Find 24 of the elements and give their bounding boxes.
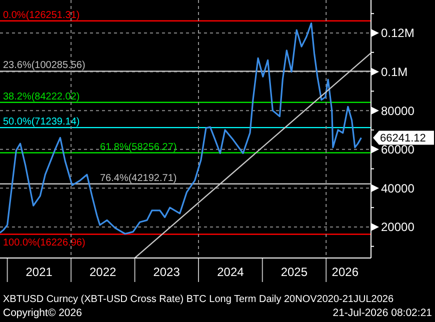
y-tick-label: 20000: [381, 220, 415, 234]
x-tick-label: 2024: [217, 265, 244, 279]
line-series: [0, 22, 362, 235]
ref-line-label: 76.4%(42192.71): [100, 172, 177, 184]
ref-line-label: 61.8%(58256.27): [100, 142, 177, 153]
ref-line-label: 100.0%(16226.96): [3, 237, 86, 248]
y-tick-label: 0.12M: [381, 26, 414, 40]
text: 66241.12: [380, 132, 426, 145]
ref-line-label: 0.0%(126251.31): [3, 10, 80, 21]
x-tick-label: 2023: [153, 265, 180, 279]
x-tick-label: 2022: [89, 265, 116, 279]
y-tick-label: 0.1M: [381, 64, 408, 79]
x-tick-label: 2021: [26, 265, 53, 279]
text: 21-Jul-2026 08:02:21: [332, 307, 432, 319]
y-tick-label: 80000: [381, 104, 415, 118]
text: XBTUSD Curncy (XBT-USD Cross Rate) BTC Long Term Daily 20NOV2020-21JUL2026: [3, 294, 394, 305]
x-tick-label: 2026: [332, 265, 359, 279]
x-tick-label: 2025: [280, 265, 308, 279]
ref-line-label: 50.0%(71239.14): [3, 116, 80, 128]
ref-line-label: 23.6%(100285.56): [3, 60, 86, 72]
ref-line-label: 38.2%(84222.02): [3, 91, 80, 102]
y-tick-label: 60000: [381, 142, 415, 157]
text: Copyright© 2026: [3, 307, 82, 319]
y-tick-label: 40000: [381, 181, 415, 196]
